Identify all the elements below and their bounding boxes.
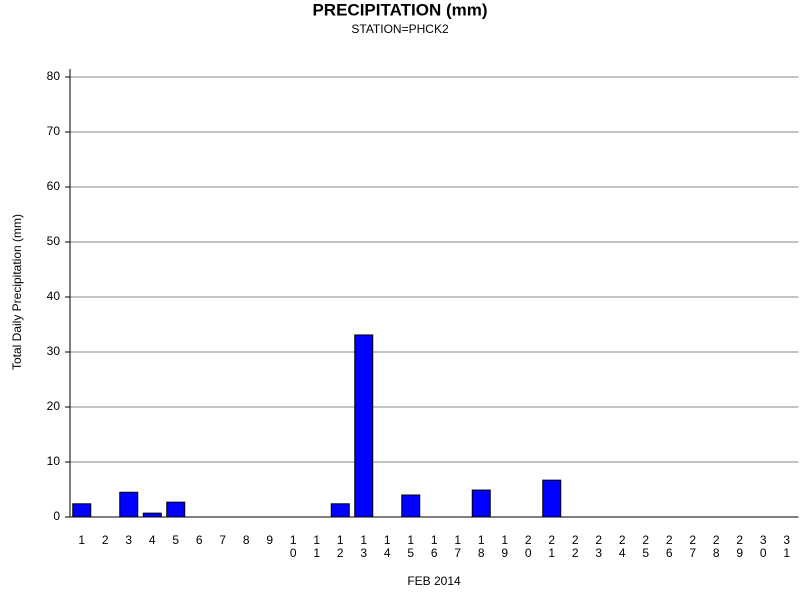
bar [542, 479, 562, 518]
y-tick-label: 30 [47, 344, 61, 358]
x-tick-label: 5 [172, 533, 179, 547]
x-tick-label: 9 [266, 533, 273, 547]
x-axis-label: FEB 2014 [407, 574, 461, 588]
bar [166, 501, 186, 518]
y-tick-label: 20 [47, 399, 61, 413]
y-tick-label: 50 [47, 234, 61, 248]
bar [401, 494, 421, 518]
x-tick-label: 3 [125, 533, 132, 547]
y-tick-label: 70 [47, 124, 61, 138]
y-tick-label: 60 [47, 179, 61, 193]
y-tick-label: 10 [47, 454, 61, 468]
bar [72, 503, 92, 518]
y-axis-label: Total Daily Precipitation (mm) [10, 214, 24, 370]
x-tick-label: 1 [78, 533, 85, 547]
bar [119, 491, 139, 518]
bar [354, 334, 374, 518]
y-tick-label: 80 [47, 69, 61, 83]
bar [142, 512, 162, 518]
x-tick-label: 2 [102, 533, 109, 547]
x-tick-label: 8 [243, 533, 250, 547]
x-tick-label: 4 [149, 533, 156, 547]
y-tick-label: 0 [53, 509, 60, 523]
x-tick-label: 7 [219, 533, 226, 547]
y-tick-label: 40 [47, 289, 61, 303]
bar [471, 489, 491, 518]
x-tick-label: 6 [196, 533, 203, 547]
bar [330, 503, 350, 518]
chart-title: PRECIPITATION (mm) [312, 0, 487, 19]
chart-subtitle: STATION=PHCK2 [351, 22, 449, 36]
